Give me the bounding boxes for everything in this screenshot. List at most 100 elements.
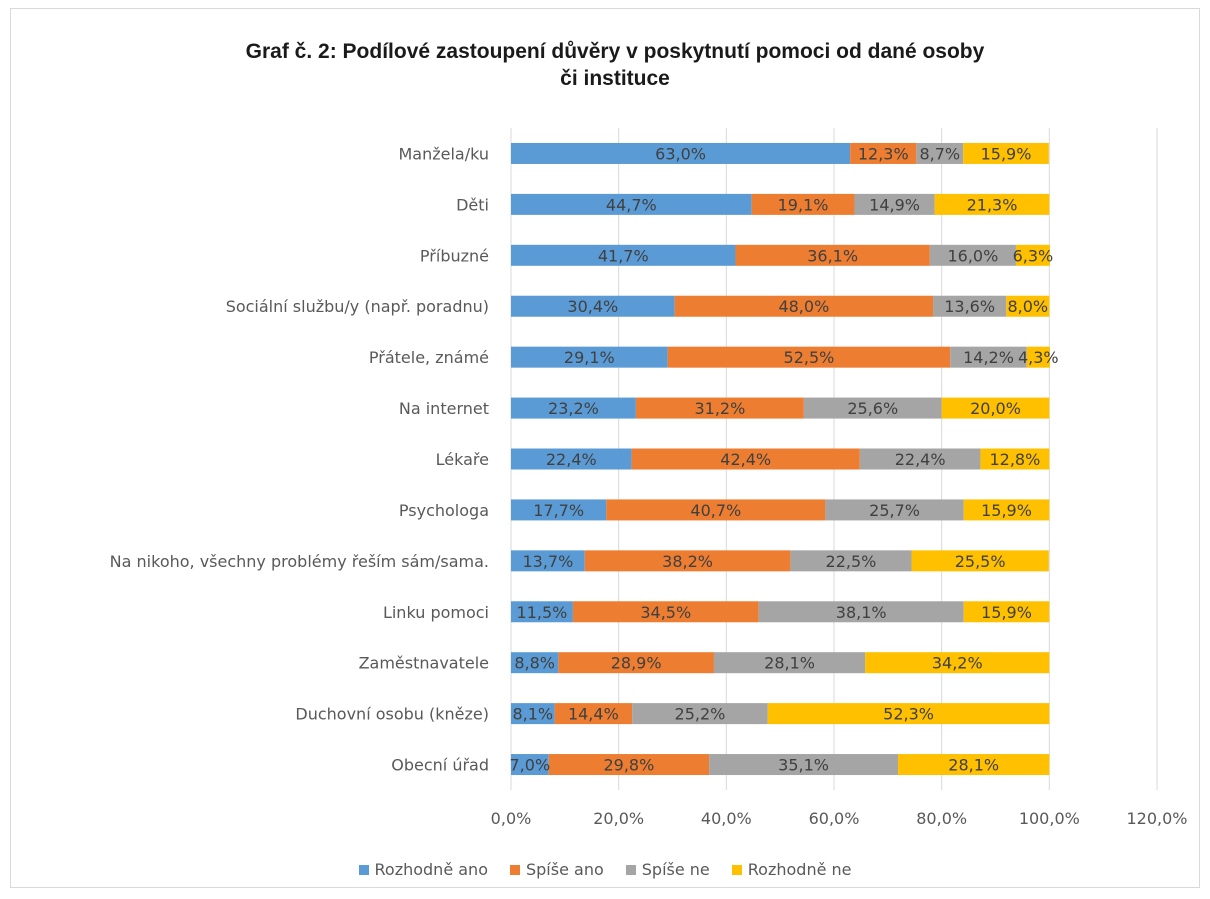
bar-segment (790, 550, 912, 572)
data-label: 13,7% (522, 552, 573, 571)
bar-segment (803, 397, 942, 419)
data-label: 41,7% (598, 246, 649, 265)
data-label: 34,5% (640, 603, 691, 622)
bar-segment (511, 244, 736, 266)
bar-segment (511, 754, 549, 776)
data-label: 21,3% (967, 195, 1018, 214)
data-label: 12,3% (858, 144, 909, 163)
legend: Rozhodně ano Spíše ano Spíše ne Rozhodně ne (0, 860, 1210, 879)
data-label: 8,0% (1007, 297, 1048, 316)
category-label: Lékaře (436, 450, 489, 469)
data-label: 42,4% (720, 450, 771, 469)
bar-segment (511, 193, 752, 215)
legend-label: Spíše ano (525, 860, 604, 879)
legend-item: Spíše ano (509, 860, 604, 879)
legend-label: Rozhodně ne (747, 860, 852, 879)
bars (511, 142, 1050, 776)
data-label: 63,0% (655, 144, 706, 163)
data-label: 40,7% (690, 501, 741, 520)
bar-segment (854, 193, 935, 215)
bar-segment (941, 397, 1050, 419)
category-label: Příbuzné (420, 246, 489, 265)
data-label: 22,5% (826, 552, 877, 571)
bar-segment (713, 652, 866, 674)
x-tick-label: 40,0% (701, 809, 752, 828)
bar-segment (572, 601, 759, 623)
legend-label: Spíše ne (641, 860, 710, 879)
data-label: 35,1% (778, 756, 829, 775)
bar-segment (511, 448, 632, 470)
data-label: 38,2% (662, 552, 713, 571)
category-label: Sociální službu/y (např. poradnu) (226, 297, 489, 316)
category-label: Manžela/ku (398, 144, 489, 163)
data-label: 25,2% (675, 705, 726, 724)
bar-segment (511, 346, 668, 368)
bar-segment (584, 550, 791, 572)
data-label: 15,9% (981, 144, 1032, 163)
data-label: 14,2% (963, 348, 1014, 367)
bar-segment (758, 601, 964, 623)
category-label: Na nikoho, všechny problémy řeším sám/sa… (110, 552, 489, 571)
bar-segment (911, 550, 1049, 572)
bar-segment (1006, 295, 1050, 317)
data-label: 22,4% (546, 450, 597, 469)
category-label: Duchovní osobu (kněze) (295, 705, 489, 724)
x-tick-label: 80,0% (916, 809, 967, 828)
bar-segment (709, 754, 899, 776)
data-label: 52,5% (784, 348, 835, 367)
data-label: 8,7% (919, 144, 960, 163)
bar-segment (859, 448, 981, 470)
data-label: 48,0% (778, 297, 829, 316)
bar-segment (674, 295, 934, 317)
chart-title-line-1: Graf č. 2: Podílové zastoupení důvěry v … (245, 40, 985, 63)
data-label: 11,5% (517, 603, 568, 622)
bar-segment (850, 142, 917, 164)
category-label: Obecní úřad (391, 756, 489, 775)
category-label: Na internet (399, 399, 489, 418)
bar-segment (950, 346, 1027, 368)
legend-swatch (731, 864, 742, 875)
data-label: 14,9% (869, 195, 920, 214)
data-label: 15,9% (981, 603, 1032, 622)
data-label: 28,9% (611, 654, 662, 673)
data-label: 52,3% (883, 705, 934, 724)
data-label: 16,0% (947, 246, 998, 265)
data-label: 38,1% (836, 603, 887, 622)
bar-segment (1026, 346, 1050, 368)
category-label: Linku pomoci (383, 603, 489, 622)
bar-segment (1015, 244, 1050, 266)
data-label: 20,0% (970, 399, 1021, 418)
bar-segment (511, 703, 555, 725)
category-label: Zaměstnavatele (359, 654, 489, 673)
data-label: 34,2% (932, 654, 983, 673)
bar-segment (933, 295, 1007, 317)
data-label: 28,1% (948, 756, 999, 775)
x-tick-label: 120,0% (1126, 809, 1187, 828)
bar-segment (751, 193, 855, 215)
data-label: 31,2% (694, 399, 745, 418)
data-label: 36,1% (807, 246, 858, 265)
bar-segment (558, 652, 714, 674)
legend-label: Rozhodně ano (374, 860, 488, 879)
data-label: 14,4% (568, 705, 619, 724)
bar-segment (554, 703, 633, 725)
x-tick-label: 60,0% (809, 809, 860, 828)
data-label: 6,3% (1013, 246, 1054, 265)
data-label: 22,4% (895, 450, 946, 469)
bar-segment (825, 499, 964, 521)
bar-segment (735, 244, 930, 266)
category-label: Psychologa (399, 501, 489, 520)
x-tick-label: 0,0% (491, 809, 532, 828)
data-label: 44,7% (606, 195, 657, 214)
bar-segment (980, 448, 1050, 470)
bar-segment (511, 142, 851, 164)
bar-segment (963, 601, 1050, 623)
data-labels: 63,0% 12,3% 8,7% 15,9% 44,7% 19,1% 14,9% 21,3% 4… (510, 144, 1059, 774)
data-label: 12,8% (989, 450, 1040, 469)
data-label: 29,1% (564, 348, 615, 367)
data-label: 8,1% (512, 705, 553, 724)
data-label: 29,8% (603, 756, 654, 775)
bar-segment (511, 601, 573, 623)
legend-swatch (509, 864, 520, 875)
bar-segment (963, 499, 1050, 521)
